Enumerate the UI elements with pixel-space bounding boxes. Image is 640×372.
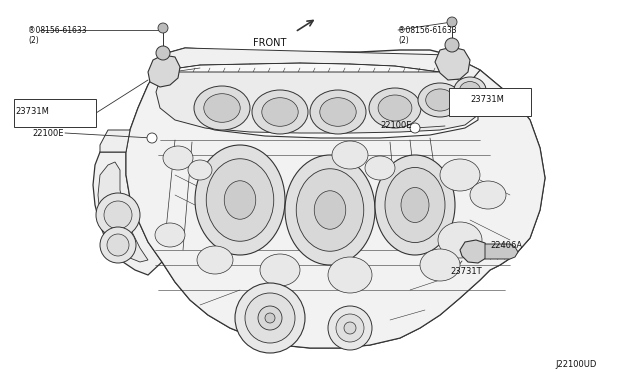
- Ellipse shape: [195, 145, 285, 255]
- Ellipse shape: [401, 187, 429, 222]
- Ellipse shape: [194, 86, 250, 130]
- Circle shape: [156, 46, 170, 60]
- Ellipse shape: [262, 98, 298, 126]
- Circle shape: [336, 314, 364, 342]
- FancyBboxPatch shape: [14, 99, 96, 127]
- Ellipse shape: [328, 257, 372, 293]
- Ellipse shape: [440, 159, 480, 191]
- Polygon shape: [148, 55, 180, 87]
- Ellipse shape: [369, 88, 421, 128]
- Ellipse shape: [426, 89, 454, 111]
- Ellipse shape: [204, 94, 240, 122]
- Ellipse shape: [385, 167, 445, 243]
- Text: 23731M: 23731M: [470, 96, 504, 105]
- Circle shape: [158, 23, 168, 33]
- FancyBboxPatch shape: [449, 88, 531, 116]
- Ellipse shape: [197, 246, 233, 274]
- Polygon shape: [435, 47, 470, 80]
- Circle shape: [447, 17, 457, 27]
- Ellipse shape: [375, 155, 455, 255]
- Ellipse shape: [420, 249, 460, 281]
- Text: J22100UD: J22100UD: [555, 360, 596, 369]
- Ellipse shape: [332, 141, 368, 169]
- Circle shape: [258, 306, 282, 330]
- Ellipse shape: [314, 191, 346, 229]
- Text: 23731M: 23731M: [15, 108, 49, 116]
- Ellipse shape: [418, 83, 462, 117]
- Circle shape: [265, 313, 275, 323]
- Ellipse shape: [260, 254, 300, 286]
- Ellipse shape: [320, 98, 356, 126]
- Circle shape: [344, 322, 356, 334]
- Polygon shape: [126, 48, 545, 348]
- Circle shape: [445, 38, 459, 52]
- Text: FRONT: FRONT: [253, 38, 287, 48]
- Circle shape: [235, 283, 305, 353]
- Ellipse shape: [285, 155, 375, 265]
- Ellipse shape: [252, 90, 308, 134]
- Ellipse shape: [470, 181, 506, 209]
- Text: ®08156-61633
(2): ®08156-61633 (2): [28, 26, 86, 45]
- Circle shape: [328, 306, 372, 350]
- Ellipse shape: [365, 156, 395, 180]
- Ellipse shape: [310, 90, 366, 134]
- Circle shape: [410, 123, 420, 133]
- Circle shape: [100, 227, 136, 263]
- Text: 23731T: 23731T: [450, 267, 482, 276]
- Ellipse shape: [163, 146, 193, 170]
- Ellipse shape: [378, 95, 412, 121]
- Ellipse shape: [188, 160, 212, 180]
- Ellipse shape: [454, 77, 486, 103]
- Ellipse shape: [155, 223, 185, 247]
- Circle shape: [147, 133, 157, 143]
- Circle shape: [107, 234, 129, 256]
- Circle shape: [104, 201, 132, 229]
- Polygon shape: [460, 240, 488, 263]
- Ellipse shape: [438, 222, 482, 258]
- Ellipse shape: [224, 181, 256, 219]
- Ellipse shape: [206, 159, 274, 241]
- Polygon shape: [155, 48, 480, 82]
- Polygon shape: [485, 244, 518, 259]
- Text: 22100E: 22100E: [32, 128, 63, 138]
- Text: 22100E: 22100E: [380, 122, 412, 131]
- Circle shape: [245, 293, 295, 343]
- Polygon shape: [100, 130, 130, 152]
- Ellipse shape: [460, 81, 481, 99]
- Polygon shape: [93, 152, 162, 275]
- Polygon shape: [98, 162, 148, 262]
- Text: 22406A: 22406A: [490, 241, 522, 250]
- Text: ®08156-61633
(2): ®08156-61633 (2): [398, 26, 456, 45]
- Polygon shape: [156, 72, 480, 133]
- Circle shape: [96, 193, 140, 237]
- Polygon shape: [126, 70, 545, 348]
- Ellipse shape: [296, 169, 364, 251]
